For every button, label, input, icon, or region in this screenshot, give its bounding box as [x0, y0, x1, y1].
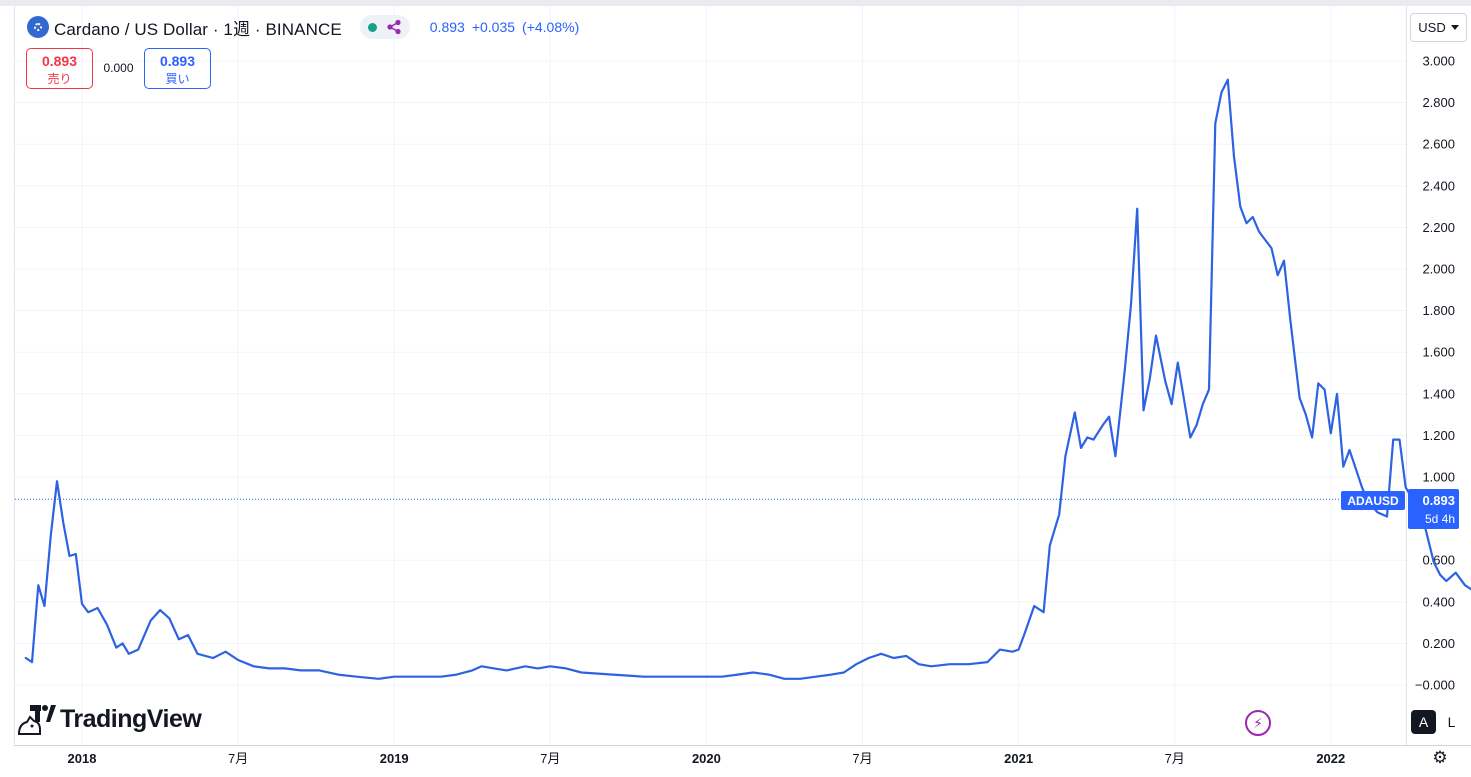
time-tick-label: 7月	[540, 751, 560, 766]
symbol-title[interactable]: Cardano / US Dollar · 1週 · BINANCE	[54, 19, 342, 39]
price-tick-label: 3.000	[1422, 54, 1455, 69]
sell-label: 売り	[47, 72, 72, 86]
tradingview-logo: TradingView	[16, 700, 202, 738]
sell-price: 0.893	[41, 53, 78, 69]
time-tick-label: 2020	[692, 751, 721, 766]
price-badge-countdown: 5d 4h	[1425, 512, 1455, 526]
last-price: 0.893	[429, 19, 465, 35]
quote-summary: 0.893 +0.035 (+4.08%)	[430, 19, 586, 35]
time-tick-label: 7月	[228, 751, 248, 766]
symbol-badge: ADAUSD	[1341, 491, 1405, 510]
buy-price: 0.893	[159, 53, 196, 69]
left-border	[14, 6, 15, 746]
auto-scale-button[interactable]: A	[1411, 710, 1436, 734]
tradingview-wordmark: TradingView	[60, 704, 202, 733]
price-tick-label: 2.200	[1422, 220, 1455, 235]
time-scale-border	[14, 745, 1471, 746]
price-tick-label: 1.800	[1422, 303, 1455, 318]
time-tick-label: 2021	[1004, 751, 1033, 766]
market-status-pill[interactable]	[359, 15, 410, 39]
chevron-down-icon	[1450, 25, 1459, 30]
price-scale-border	[1406, 6, 1407, 746]
price-series-line	[24, 78, 1471, 680]
price-change: +0.035	[471, 19, 516, 35]
price-tick-label: −0.000	[1415, 678, 1455, 693]
price-tick-label: 0.600	[1422, 553, 1455, 568]
price-tick-label: 1.200	[1422, 428, 1455, 443]
market-open-icon	[367, 22, 377, 32]
price-tick-label: 1.600	[1422, 345, 1455, 360]
time-tick-label: 7月	[1165, 751, 1185, 766]
spread-value: 0.000	[103, 61, 134, 75]
price-tick-label: 0.400	[1422, 594, 1455, 609]
tradingview-mark-icon	[17, 705, 56, 735]
currency-selector[interactable]: USD	[1410, 13, 1467, 42]
currency-label: USD	[1418, 20, 1446, 35]
symbol-label: ADAUSD	[1347, 494, 1399, 508]
top-border	[0, 0, 1471, 6]
price-axis: 3.000 2.800 2.600 2.400 2.200 2.000 1.800 1.600…	[1415, 54, 1455, 693]
gear-icon[interactable]: ⚙	[1432, 748, 1448, 767]
buy-label: 買い	[165, 72, 190, 86]
price-tick-label: 0.200	[1422, 636, 1455, 651]
time-axis: 20187月20197月20207月20217月20227月20237月2024…	[68, 751, 1346, 766]
price-change-percent: (+4.08%)	[522, 19, 580, 35]
price-tick-label: 2.800	[1422, 95, 1455, 110]
trade-panel: 0.893 売り 0.000 0.893 買い	[26, 48, 211, 89]
price-tick-label: 2.600	[1422, 137, 1455, 152]
time-tick-label: 2019	[380, 751, 409, 766]
lightning-icon[interactable]: ⚡	[1245, 710, 1271, 736]
time-tick-label: 2018	[68, 751, 97, 766]
symbol-header: Cardano / US Dollar · 1週 · BINANCE 0.893…	[27, 14, 586, 40]
price-tick-label: 2.400	[1422, 178, 1455, 193]
price-badge-value: 0.893	[1422, 493, 1455, 508]
cardano-coin-icon	[27, 16, 49, 38]
price-tick-label: 2.000	[1422, 262, 1455, 277]
share-icon	[387, 19, 401, 35]
sell-button[interactable]: 0.893 売り	[26, 48, 93, 89]
price-tick-label: 1.000	[1422, 470, 1455, 485]
price-badge: 0.893 5d 4h	[1408, 489, 1459, 529]
chart-grid	[15, 6, 1406, 745]
buy-button[interactable]: 0.893 買い	[144, 48, 211, 89]
price-tick-label: 1.400	[1422, 386, 1455, 401]
time-tick-label: 2022	[1316, 751, 1345, 766]
log-scale-button[interactable]: L	[1447, 714, 1456, 730]
time-tick-label: 7月	[852, 751, 872, 766]
